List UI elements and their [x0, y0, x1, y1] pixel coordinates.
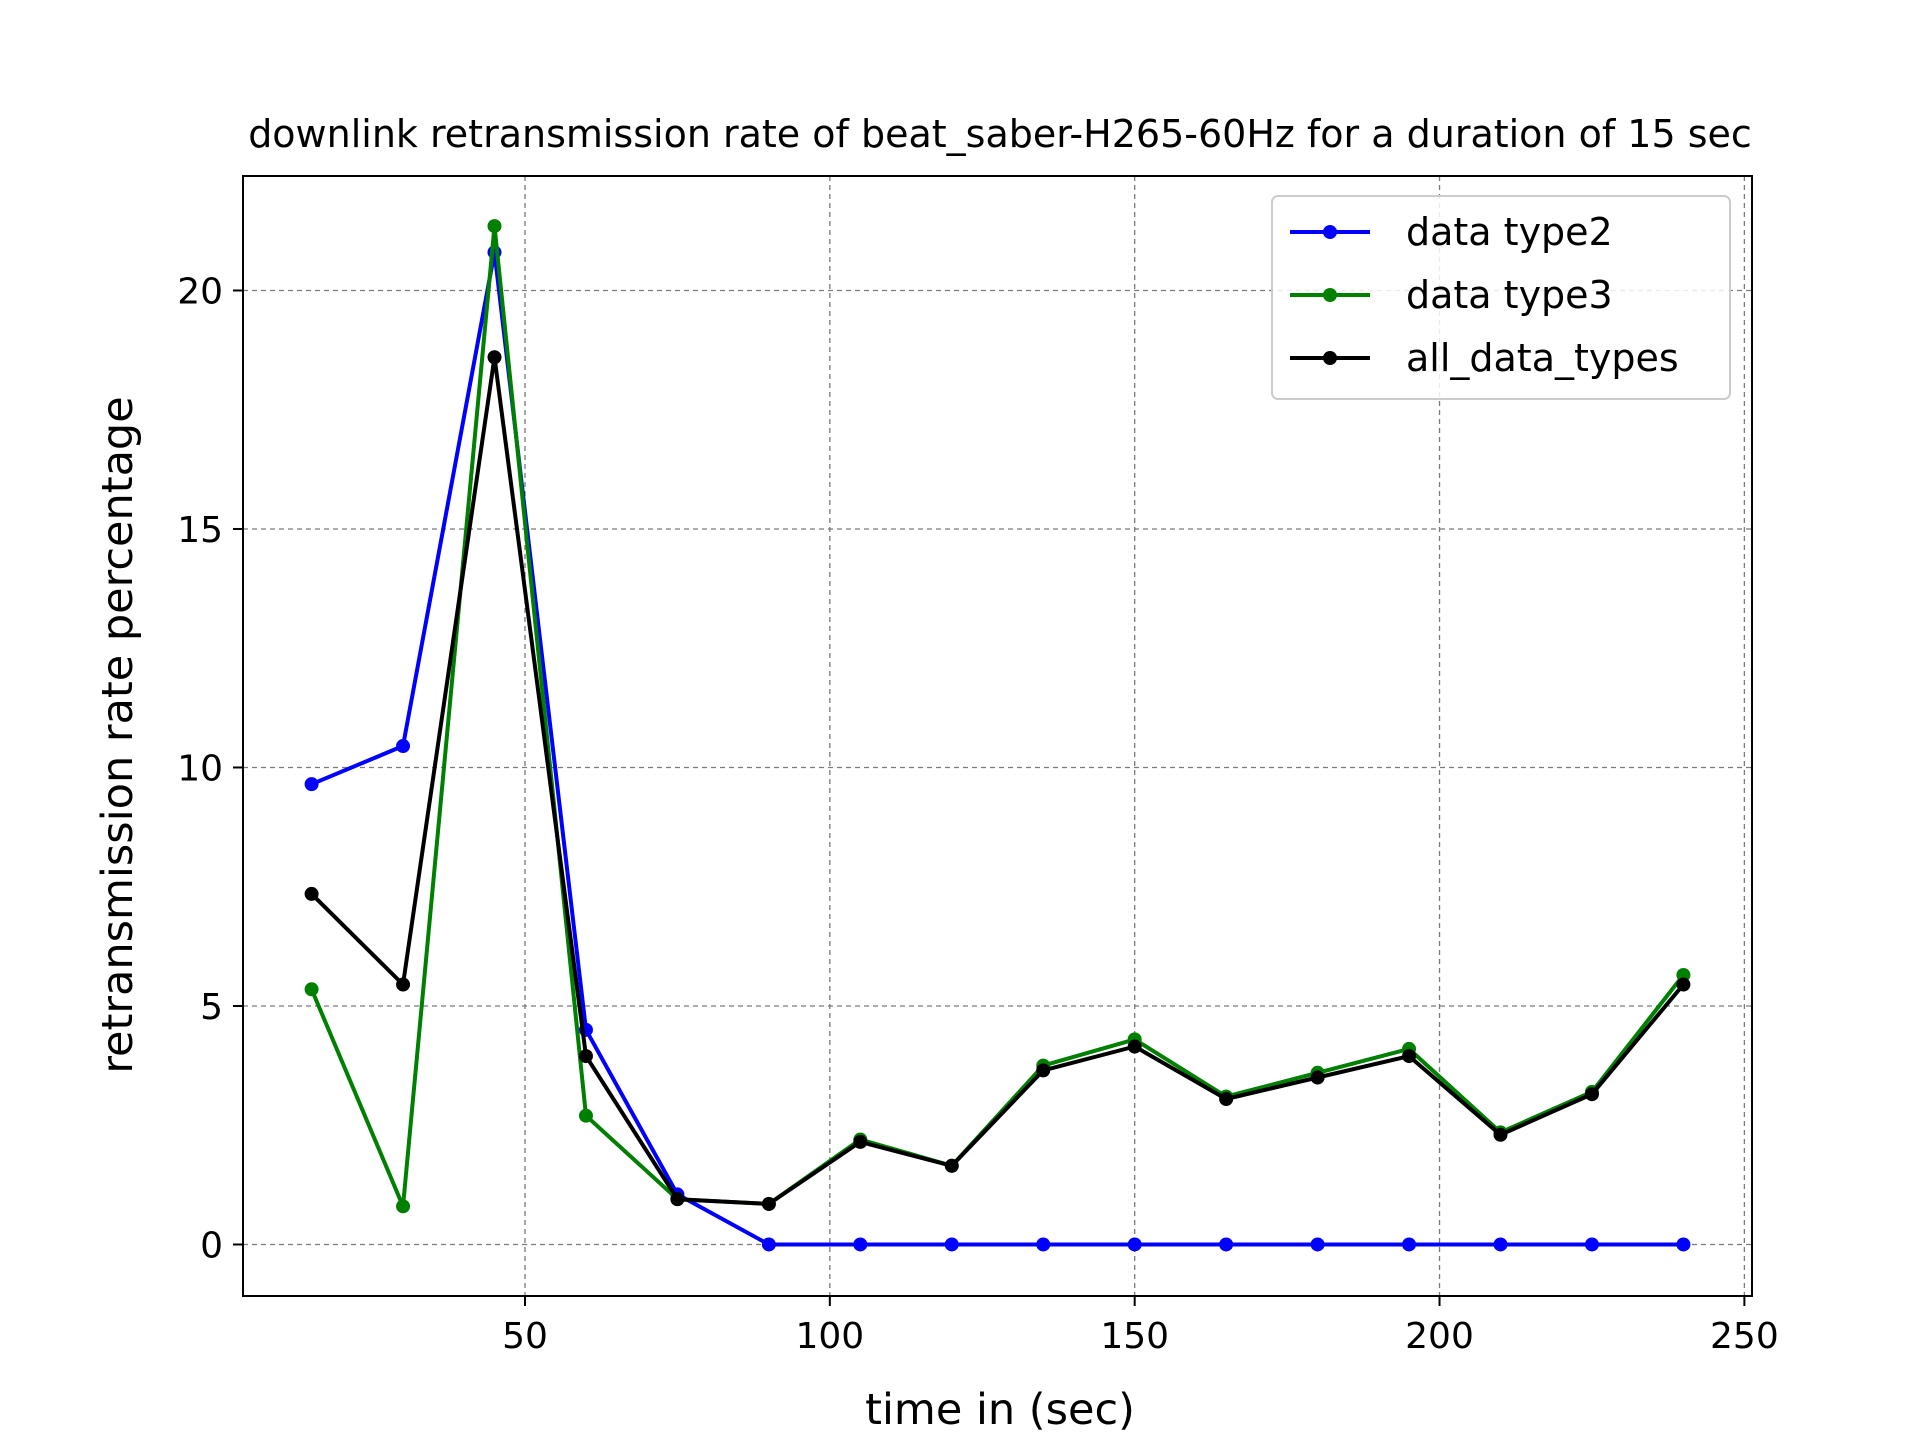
data-point [396, 1199, 411, 1214]
legend-item: data type2 [1290, 210, 1613, 254]
data-point [1036, 1237, 1051, 1252]
x-tick-label: 100 [795, 1316, 864, 1357]
data-point [304, 777, 319, 792]
data-point [304, 982, 319, 997]
legend-box [1271, 195, 1731, 400]
y-tick-label: 5 [200, 987, 223, 1028]
legend-label: all_data_types [1406, 336, 1679, 380]
data-point [487, 219, 502, 234]
series-all-data-types [304, 350, 1691, 1211]
data-point [487, 350, 502, 365]
data-point [396, 739, 411, 754]
y-axis: 0 5 10 15 20 [177, 271, 243, 1266]
x-axis-label: time in (sec) [865, 1385, 1135, 1435]
data-point [670, 1192, 685, 1207]
legend-item: all_data_types [1290, 336, 1679, 380]
data-point [1584, 1087, 1599, 1102]
data-point [1676, 1237, 1691, 1252]
y-tick-label: 10 [177, 748, 223, 789]
y-tick-label: 15 [177, 510, 223, 551]
legend-swatch-marker [1323, 225, 1337, 239]
y-axis-label: retransmission rate percentage [93, 396, 143, 1073]
x-tick-label: 150 [1100, 1316, 1169, 1357]
legend-label: data type3 [1406, 273, 1613, 317]
series-line [310, 355, 1685, 1206]
data-point [1493, 1127, 1508, 1142]
legend-swatch-marker [1323, 351, 1337, 365]
legend: data type2 data type3 all_data_types [1271, 195, 1731, 400]
data-point [761, 1237, 776, 1252]
legend-label: data type2 [1406, 210, 1613, 254]
data-point [853, 1134, 868, 1149]
chart-title: downlink retransmission rate of beat_sab… [248, 112, 1752, 156]
y-tick-label: 0 [200, 1225, 223, 1266]
y-tick-label: 20 [177, 271, 223, 312]
data-point [1219, 1091, 1234, 1106]
data-point [1219, 1237, 1234, 1252]
series-line [310, 250, 1684, 1247]
x-axis: 50 100 150 200 250 [502, 1296, 1779, 1357]
data-point [304, 886, 319, 901]
legend-swatch-marker [1323, 288, 1337, 302]
data-point [396, 977, 411, 992]
x-tick-label: 50 [502, 1316, 548, 1357]
data-point [1127, 1039, 1142, 1054]
x-tick-label: 250 [1710, 1316, 1779, 1357]
grid [243, 176, 1752, 1296]
legend-item: data type3 [1290, 273, 1613, 317]
data-point [853, 1237, 868, 1252]
series-data-type2 [304, 245, 1691, 1252]
data-point [1493, 1237, 1508, 1252]
data-point [761, 1196, 776, 1211]
data-point [578, 1108, 593, 1123]
x-tick-label: 200 [1405, 1316, 1474, 1357]
data-point [1127, 1237, 1142, 1252]
data-point [1584, 1237, 1599, 1252]
data-point [1402, 1049, 1417, 1064]
data-point [1402, 1237, 1417, 1252]
data-point [1036, 1063, 1051, 1078]
data-point [944, 1237, 959, 1252]
plot-frame [242, 175, 1753, 1297]
data-point [578, 1049, 593, 1064]
data-point [1676, 977, 1691, 992]
data-point [1310, 1237, 1325, 1252]
data-point [1310, 1070, 1325, 1085]
series-layer [304, 219, 1691, 1252]
data-point [944, 1158, 959, 1173]
